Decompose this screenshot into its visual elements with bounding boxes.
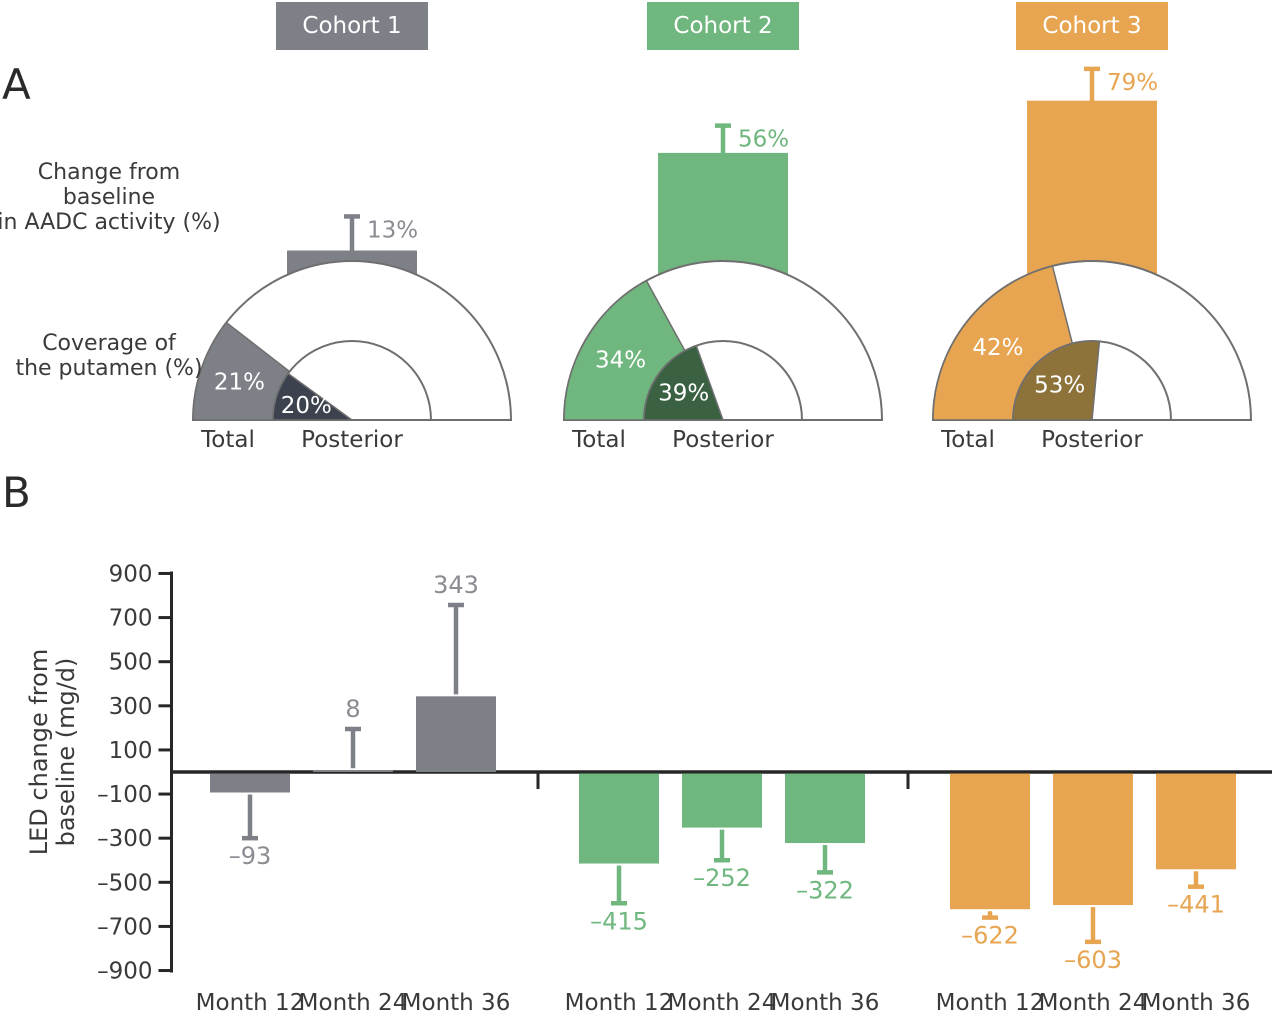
led-y-axis-label: LED change from baseline (mg/d) — [25, 602, 82, 902]
led-value-label: –93 — [229, 842, 272, 870]
led-y-axis-label-line2: baseline (mg/d) — [52, 657, 80, 847]
month-label: Month 12 — [196, 990, 305, 1016]
led-bar — [1053, 773, 1133, 906]
month-label: Month 12 — [936, 990, 1045, 1016]
y-axis-tick-label: –300 — [97, 826, 152, 852]
led-bar — [1156, 773, 1236, 870]
total-coverage-value: 34% — [595, 347, 646, 373]
posterior-coverage-value: 39% — [658, 380, 709, 406]
month-label: Month 12 — [565, 990, 674, 1016]
coverage-axis-label: Coverage of the putamen (%) — [0, 331, 229, 381]
led-value-label: 8 — [345, 695, 360, 723]
led-value-label: –322 — [796, 876, 854, 904]
panel-a-label: A — [2, 60, 31, 109]
led-bar — [579, 773, 659, 864]
led-bar — [210, 773, 290, 793]
cohort-1-header: Cohort 1 — [276, 2, 428, 50]
putamen-posterior-wedge — [1012, 340, 1101, 421]
month-label: Month 24 — [668, 990, 777, 1016]
month-label: Month 36 — [771, 990, 880, 1016]
gauge-total-label: Total — [200, 427, 255, 453]
cohort-3-header: Cohort 3 — [1016, 2, 1168, 50]
y-axis-tick-label: 500 — [109, 650, 153, 676]
led-value-label: –603 — [1064, 946, 1122, 974]
y-axis-tick-label: 100 — [109, 738, 153, 764]
aadc-axis-label-line1: Change from baseline — [37, 160, 181, 210]
month-label: Month 24 — [1039, 990, 1148, 1016]
month-label: Month 36 — [1142, 990, 1251, 1016]
gauge-posterior-label: Posterior — [672, 427, 774, 453]
led-value-label: –622 — [961, 922, 1019, 950]
y-axis-tick-label: 300 — [109, 694, 153, 720]
gauge-total-label: Total — [940, 427, 995, 453]
led-bar — [313, 770, 393, 772]
putamen-posterior-wedge — [643, 344, 725, 421]
y-axis-tick-label: –700 — [97, 914, 152, 940]
total-coverage-value: 42% — [972, 335, 1023, 361]
aadc-value-label: 79% — [1107, 70, 1158, 96]
aadc-axis-label-line2: in AADC activity (%) — [0, 210, 221, 235]
y-axis-tick-label: 900 — [109, 561, 153, 587]
led-bar — [416, 696, 496, 772]
panel-a-chart: 21% 20% 13% Total Posterior 34% 39% 56% Total Pos… — [191, 66, 1253, 453]
putamen-posterior-wedge — [272, 372, 355, 421]
y-axis-tick-label: –500 — [97, 870, 152, 896]
total-coverage-value: 21% — [214, 369, 265, 395]
coverage-axis-label-line2: the putamen (%) — [15, 356, 203, 381]
led-bar — [950, 773, 1030, 910]
led-value-label: –441 — [1167, 891, 1225, 919]
aadc-value-label: 56% — [738, 127, 789, 153]
aadc-value-label: 13% — [367, 217, 418, 243]
cohort-2-header: Cohort 2 — [647, 2, 799, 50]
led-bar — [785, 773, 865, 844]
posterior-coverage-value: 20% — [281, 393, 332, 419]
gauge-total-label: Total — [571, 427, 626, 453]
panel-b-chart: 900 700 500 300 100 –100 –300 –500 –700 –900 –93 Mo… — [97, 561, 1272, 1016]
led-y-axis-label-line1: LED change from — [25, 648, 53, 856]
gauge-posterior-label: Posterior — [301, 427, 403, 453]
panel-b-label: B — [2, 468, 31, 517]
gauge-posterior-label: Posterior — [1041, 427, 1143, 453]
led-value-label: –252 — [693, 864, 751, 892]
led-value-label: 343 — [433, 571, 479, 599]
led-value-label: –415 — [590, 907, 648, 935]
month-label: Month 24 — [299, 990, 408, 1016]
posterior-coverage-value: 53% — [1034, 372, 1085, 398]
y-axis-tick-label: 700 — [109, 606, 153, 632]
led-bar — [682, 773, 762, 828]
y-axis-tick-label: –100 — [97, 782, 152, 808]
aadc-axis-label: Change from baseline in AADC activity (%… — [0, 160, 229, 235]
month-label: Month 36 — [402, 990, 511, 1016]
y-axis-tick-label: –900 — [97, 959, 152, 985]
coverage-axis-label-line1: Coverage of — [42, 331, 176, 356]
